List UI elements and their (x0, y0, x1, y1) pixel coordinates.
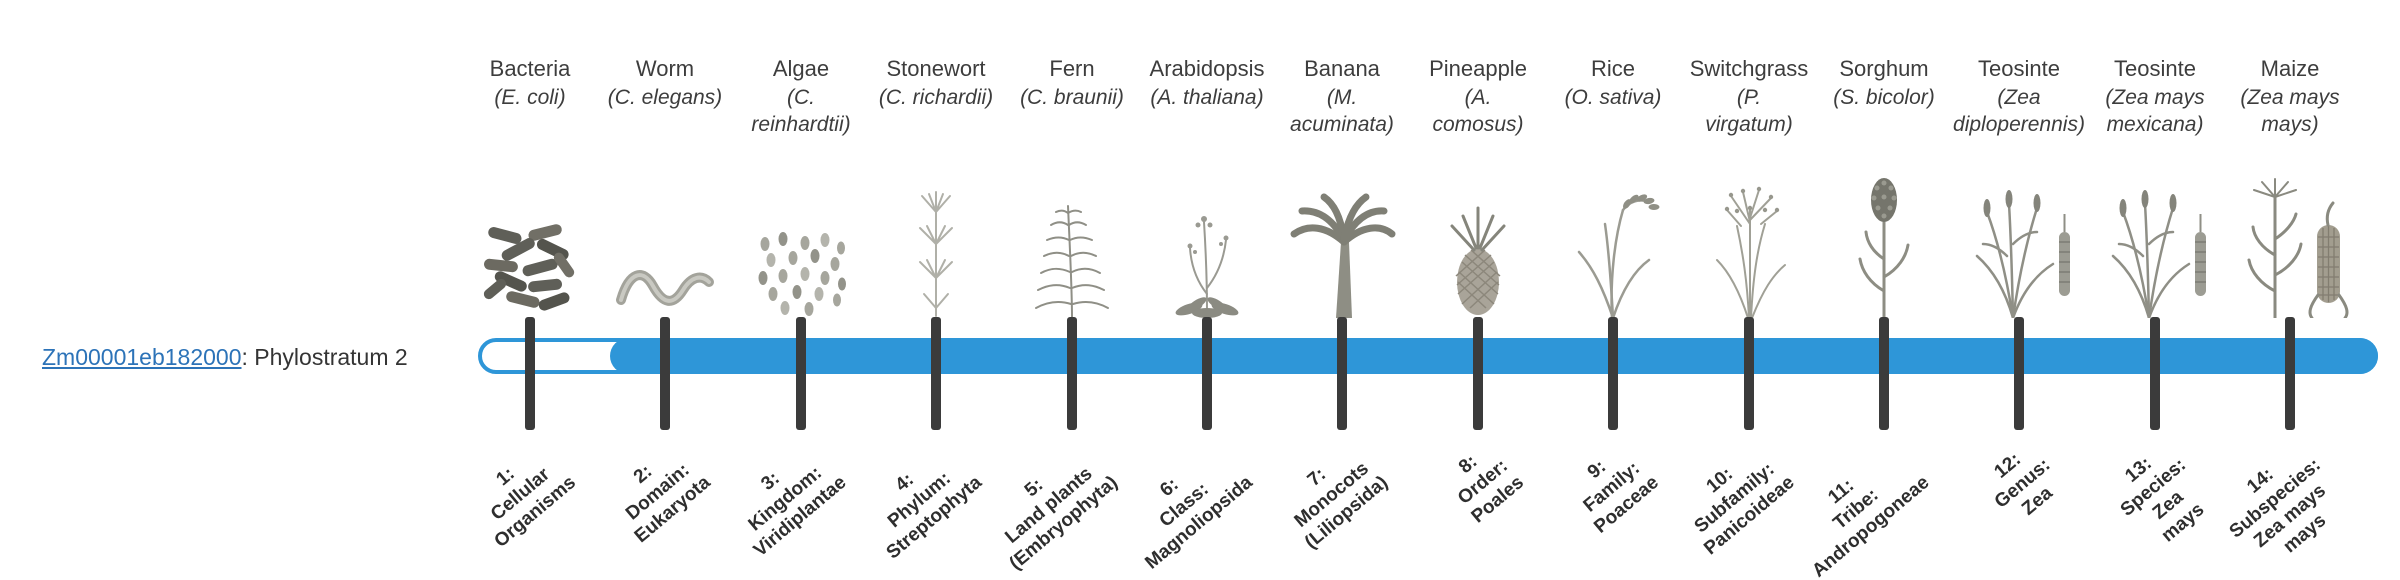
phylostratum-tick-13 (2150, 317, 2160, 430)
organism-column: Pineapple (A. comosus) (1393, 54, 1563, 318)
phylostratum-tick-6 (1202, 317, 1212, 430)
pineapple-icon (1438, 192, 1518, 318)
organism-latin: (E. coli) (494, 86, 566, 109)
organism-name: Maize (2260, 56, 2320, 81)
bacteria-icon (480, 222, 580, 318)
organism-column: Stonewort (C. richardii) (851, 54, 1021, 318)
stratum-label: 6: Class: Magnoliopsida (1141, 472, 1257, 574)
organism-column: Maize (Zea mays mays) (2205, 54, 2375, 318)
arabidopsis-icon (1162, 192, 1252, 318)
organism-name: Algae (772, 56, 830, 81)
organism-latin: (O. sativa) (1564, 86, 1662, 109)
organism-latin: (C. reinhardtii) (751, 86, 851, 136)
phylostratum-tick-11 (1879, 317, 1889, 430)
organism-column: Bacteria (E. coli) (445, 54, 615, 318)
phylostratum-tick-1 (525, 317, 535, 430)
organism-latin: (A. comosus) (1432, 86, 1524, 136)
switchgrass-icon (1701, 178, 1797, 318)
organism-name: Rice (1590, 56, 1635, 81)
organism-latin: (Zea diploperennis) (1953, 86, 2085, 136)
gene-link[interactable]: Zm00001eb182000 (42, 344, 242, 370)
phylostratum-tick-12 (2014, 317, 2024, 430)
stratum-label: 9: Family: Poaceae (1579, 456, 1663, 538)
stratum-label: 1: Cellular Organisms (486, 463, 580, 552)
phylostratum-tick-4 (931, 317, 941, 430)
stratum-label: 4: Phylum: Streptophyta (882, 467, 986, 564)
organism-name: Teosinte (2114, 56, 2196, 81)
sorghum-icon (1848, 173, 1920, 318)
algae-icon (753, 230, 849, 318)
organism-latin: (C. braunii) (1020, 86, 1124, 109)
organism-name: Banana (1304, 56, 1380, 81)
phylostratum-tick-2 (660, 317, 670, 430)
organism-name: Teosinte (1978, 56, 2060, 81)
organism-column: Teosinte (Zea mays mexicana) (2070, 54, 2240, 318)
organism-name: Stonewort (886, 56, 986, 81)
banana-icon (1286, 184, 1398, 318)
phylostratum-tick-14 (2285, 317, 2295, 430)
organism-latin: (C. elegans) (607, 86, 723, 109)
organism-name: Bacteria (489, 56, 571, 81)
organism-column: Teosinte (Zea diploperennis) (1934, 54, 2104, 318)
organism-column: Worm (C. elegans) (580, 54, 750, 318)
organism-latin: (M. acuminata) (1290, 86, 1394, 136)
organism-latin: (C. richardii) (878, 86, 994, 109)
organism-name: Fern (1049, 56, 1095, 81)
organism-name: Arabidopsis (1149, 56, 1265, 81)
phylostratum-tick-8 (1473, 317, 1483, 430)
gene-label: Zm00001eb182000: Phylostratum 2 (42, 343, 408, 371)
stratum-label: 10: Subfamily: Panicoideae (1690, 458, 1799, 560)
teosinte-icon (2097, 184, 2213, 318)
stratum-label: 11: Tribe: Andropogoneae (1808, 472, 1934, 580)
organism-name: Sorghum (1839, 56, 1929, 81)
organism-latin: (Zea mays mays) (2240, 86, 2340, 136)
fern-icon (1020, 192, 1124, 318)
stratum-label: 3: Kingdom: Viridiplantae (744, 462, 851, 562)
timeline-fill (610, 338, 2378, 374)
stratum-label: 14: Subspecies: Zea mays mays (2225, 454, 2331, 558)
phylostratum-tick-10 (1744, 317, 1754, 430)
stratum-label: 13: Species: Zea mays (2116, 453, 2209, 547)
organism-name: Worm (635, 56, 695, 81)
organism-column: Banana (M. acuminata) (1257, 54, 1427, 318)
organism-column: Algae (C. reinhardtii) (716, 54, 886, 318)
stratum-label: 7: Monocots (Liliopsida) (1290, 458, 1392, 554)
organism-latin: (S. bicolor) (1833, 86, 1935, 109)
organism-latin: (Zea mays mexicana) (2105, 86, 2205, 136)
stratum-label: 5: Land plants (Embryophyta) (1001, 463, 1122, 575)
phylostratum-text: : Phylostratum 2 (241, 344, 408, 370)
organism-column: Switchgrass (P. virgatum) (1664, 54, 1834, 318)
worm-icon (613, 246, 717, 318)
stratum-label: 12: Genus: Zea (1990, 448, 2057, 520)
teosinte-icon (1961, 184, 2077, 318)
phylostratum-tick-3 (796, 317, 806, 430)
organism-latin: (A. thaliana) (1150, 86, 1264, 109)
stratum-label: 8: Order: Poales (1453, 451, 1528, 528)
rice-icon (1565, 182, 1661, 318)
phylostratum-tick-5 (1067, 317, 1077, 430)
phylostratum-tick-7 (1337, 317, 1347, 430)
organism-latin: (P. virgatum) (1705, 86, 1793, 136)
stratum-label: 2: Domain: Eukaryota (622, 459, 715, 548)
stonewort-icon (896, 184, 976, 318)
organism-column: Rice (O. sativa) (1528, 54, 1698, 318)
organism-column: Arabidopsis (A. thaliana) (1122, 54, 1292, 318)
maize-icon (2229, 173, 2351, 318)
organism-column: Fern (C. braunii) (987, 54, 1157, 318)
organism-column: Sorghum (S. bicolor) (1799, 54, 1969, 318)
organism-name: Switchgrass (1689, 56, 1809, 81)
phylostratum-tick-9 (1608, 317, 1618, 430)
organism-name: Pineapple (1429, 56, 1527, 81)
